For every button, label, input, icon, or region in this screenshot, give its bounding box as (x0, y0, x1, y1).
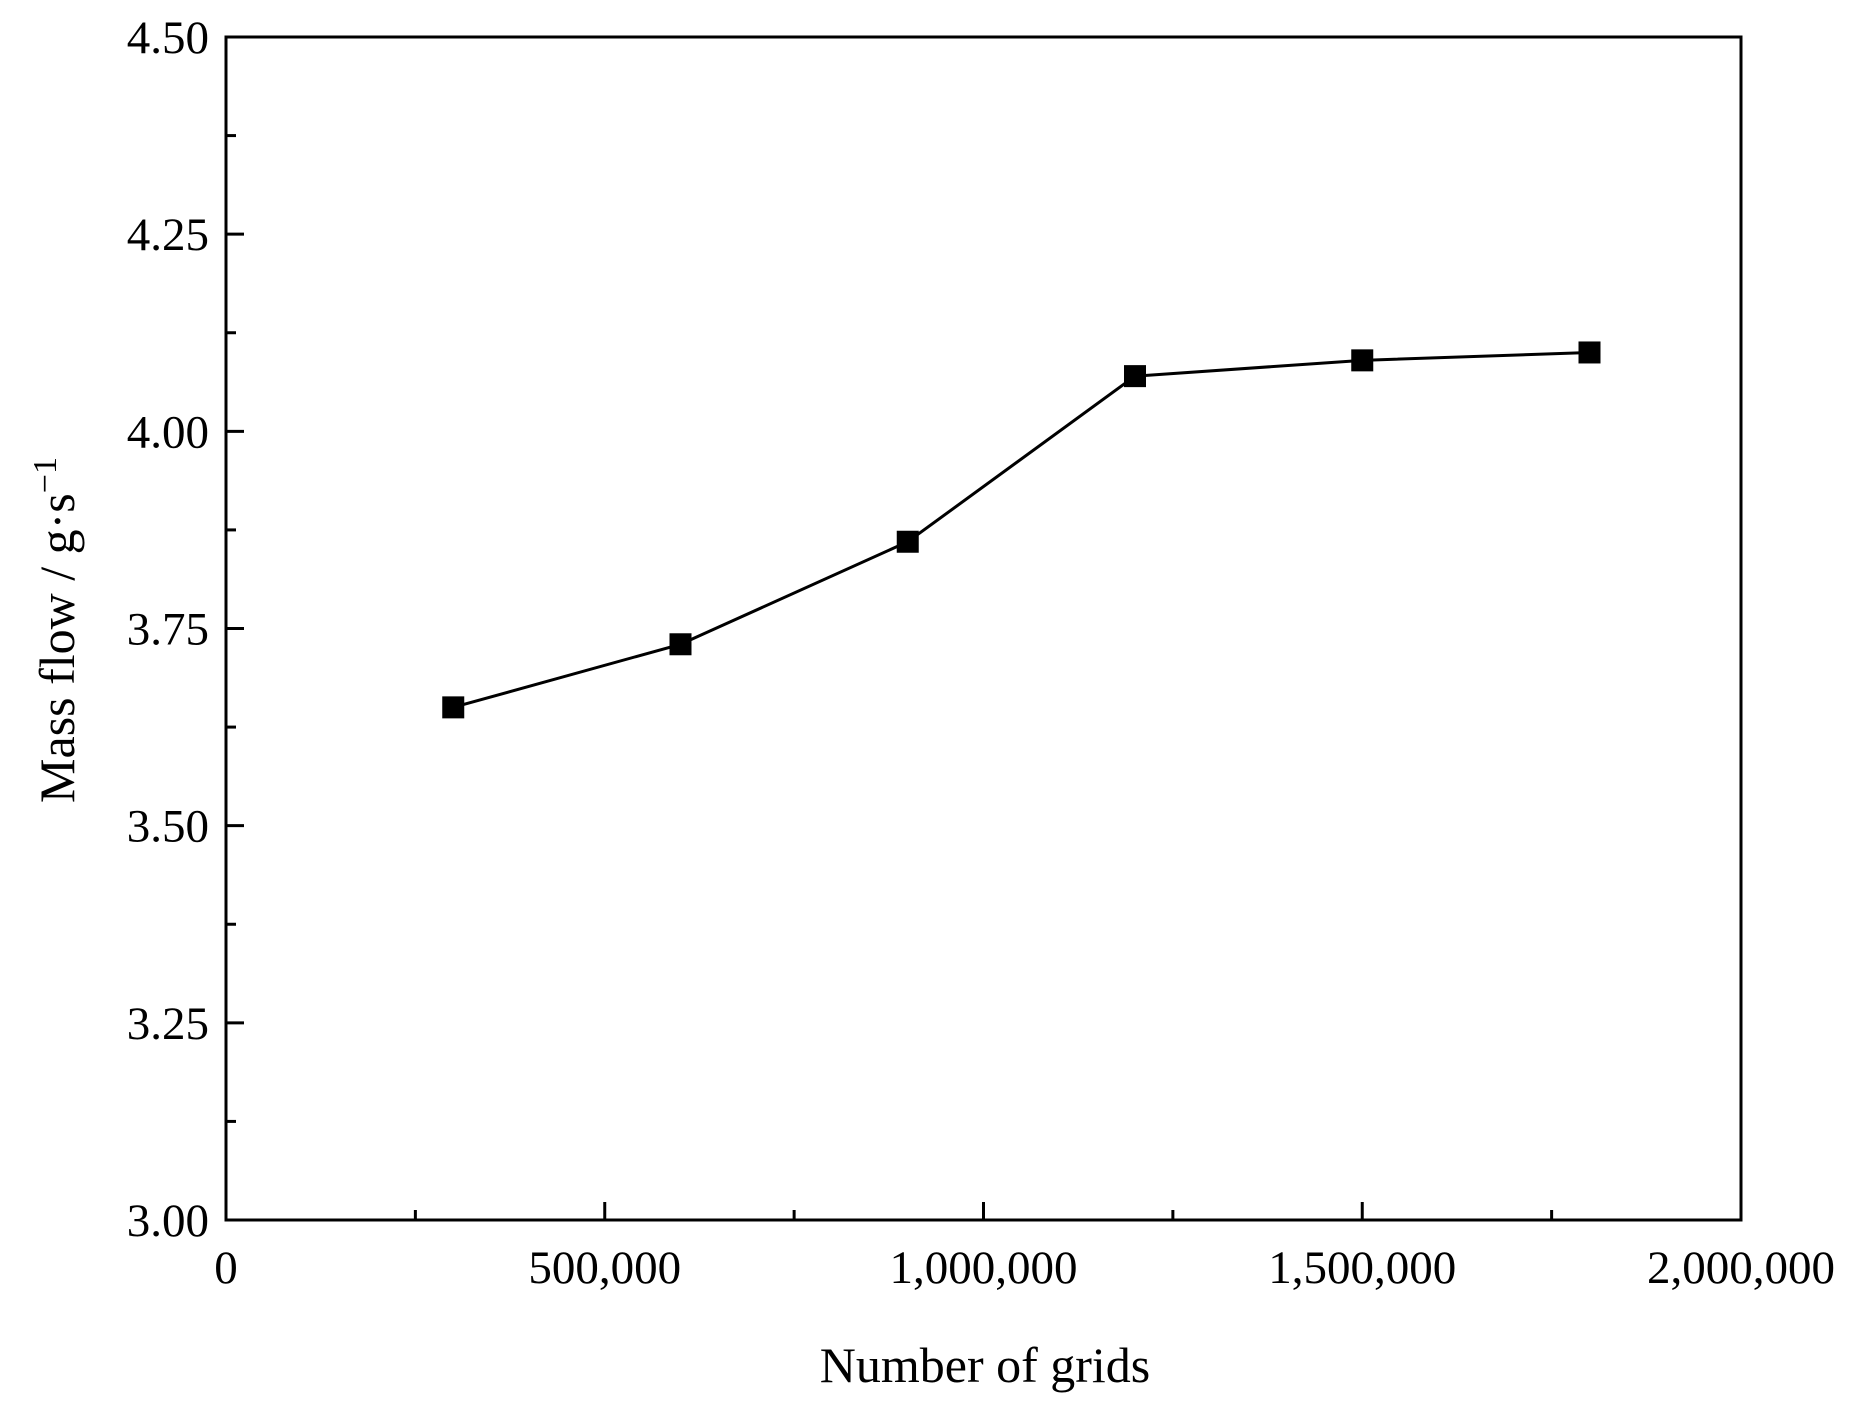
x-tick-label: 500,000 (528, 1242, 681, 1294)
x-tick-label: 2,000,000 (1647, 1242, 1835, 1294)
y-tick-label: 4.25 (127, 209, 209, 261)
data-point (1578, 341, 1601, 364)
x-axis-ticks (224, 1202, 1743, 1220)
y-tick-label: 4.00 (127, 406, 209, 458)
y-tick-label: 3.50 (127, 801, 209, 853)
x-tick-label: 0 (214, 1242, 238, 1294)
series-line (452, 350, 1590, 709)
x-axis-tick-labels: 0 500,000 1,000,000 1,500,000 2,000,000 (214, 1242, 1835, 1294)
y-tick-label: 3.25 (127, 998, 209, 1050)
y-axis-title-main: Mass flow / g·s (29, 493, 85, 803)
x-tick-label: 1,000,000 (890, 1242, 1078, 1294)
data-markers (442, 341, 1601, 719)
y-axis-ticks (226, 35, 244, 1222)
y-axis-title-superscript: −1 (27, 457, 64, 493)
data-point (1124, 365, 1146, 388)
y-tick-label: 3.75 (127, 604, 209, 656)
plot-frame (224, 35, 1743, 1222)
data-point (1351, 349, 1374, 372)
data-point (669, 633, 692, 656)
y-axis-tick-labels: 3.00 3.25 3.50 3.75 4.00 4.25 4.50 (127, 12, 209, 1247)
y-axis-title: Mass flow / g·s−1 (27, 457, 86, 803)
x-axis-title: Number of grids (820, 1337, 1151, 1393)
y-tick-label: 4.50 (127, 12, 209, 64)
y-tick-label: 3.00 (127, 1195, 209, 1247)
data-point (442, 696, 465, 719)
x-tick-label: 1,500,000 (1268, 1242, 1456, 1294)
data-point (896, 530, 919, 553)
